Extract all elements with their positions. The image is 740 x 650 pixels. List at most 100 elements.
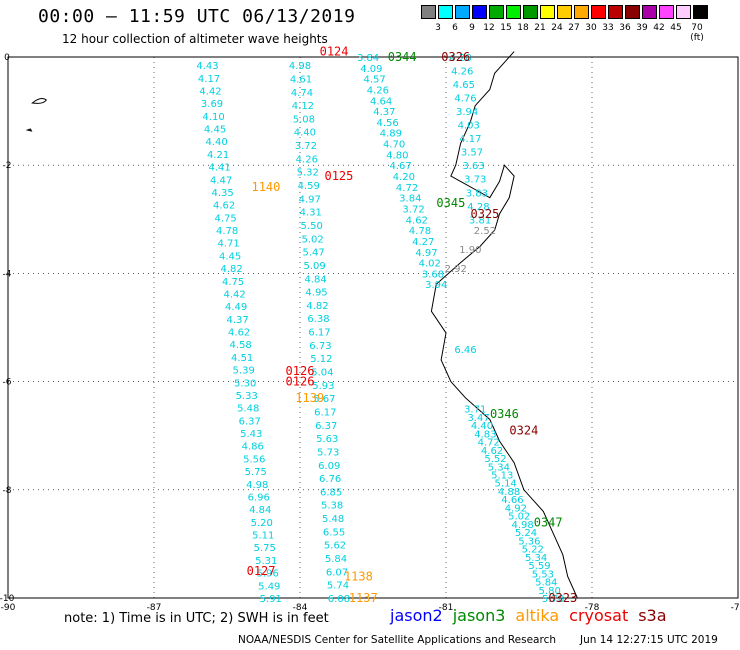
wave-height-value: 6.96	[248, 492, 270, 503]
wave-height-value: 3.47	[467, 413, 489, 424]
wave-height-value: 5.30	[234, 378, 256, 389]
wave-height-value: 2.52	[474, 226, 496, 237]
color-scale-label: 30	[585, 23, 597, 33]
wave-height-value: 3.71	[464, 405, 486, 416]
wave-height-value: 4.17	[198, 74, 220, 85]
wave-height-value: 4.31	[300, 208, 322, 219]
wave-height-value: 6.38	[307, 314, 329, 325]
wave-height-value: 5.02	[508, 512, 530, 523]
color-swatch	[421, 5, 436, 19]
wave-height-value: 2.92	[445, 264, 467, 275]
footnote: note: 1) Time is in UTC; 2) SWH is in fe…	[64, 611, 329, 626]
color-scale-label: 24	[551, 23, 563, 33]
wave-height-value: 4.45	[204, 125, 226, 136]
wave-height-value: 6.73	[309, 341, 331, 352]
wave-height-value: 4.35	[211, 188, 233, 199]
wave-height-value: 5.50	[301, 221, 323, 232]
wave-height-value: 6.46	[454, 345, 476, 356]
track-time-label: 1140	[251, 180, 280, 194]
wave-height-value: 6.07	[326, 567, 348, 578]
color-scale-label: 3	[435, 23, 441, 33]
color-swatch	[574, 5, 589, 19]
wave-height-value: 4.20	[393, 172, 415, 183]
wave-height-value: 4.26	[296, 154, 318, 165]
wave-height-value: 5.43	[240, 429, 262, 440]
wave-height-value: 4.47	[210, 175, 232, 186]
wave-height-value: 4.62	[481, 446, 503, 457]
wave-height-value: 4.17	[459, 134, 481, 145]
wave-height-value: 3.68	[422, 269, 444, 280]
color-swatch	[642, 5, 657, 19]
color-scale-label: 42	[653, 23, 665, 33]
wave-height-value: 4.26	[451, 67, 473, 78]
wave-height-value: 5.36	[518, 536, 540, 547]
wave-height-value: 4.40	[471, 421, 493, 432]
map-subtitle: 12 hour collection of altimeter wave hei…	[62, 32, 328, 46]
map-frame	[7, 56, 739, 599]
wave-height-value: 5.24	[515, 528, 537, 539]
wave-height-value: 4.75	[222, 277, 244, 288]
wave-height-value: 4.51	[231, 353, 253, 364]
wave-height-value: 5.14	[495, 479, 517, 490]
wave-height-value: 4.67	[389, 161, 411, 172]
wave-height-value: 3.94	[456, 107, 478, 118]
color-swatch	[557, 5, 572, 19]
color-scale-label: 39	[636, 23, 648, 33]
track-time-label: 0124	[320, 45, 349, 59]
wave-height-value: 5.02	[302, 234, 324, 245]
wave-height-value: 4.84	[304, 274, 326, 285]
legend-altika: altika	[515, 606, 560, 625]
legend-cryosat: cryosat	[569, 606, 629, 625]
wave-height-value: 4.86	[242, 442, 264, 453]
wave-height-value: 6.08	[328, 594, 350, 605]
wave-height-value: 3.72	[295, 141, 317, 152]
wave-height-value: 4.97	[415, 248, 437, 259]
wave-height-value: 4.62	[213, 201, 235, 212]
color-swatch	[438, 5, 453, 19]
color-swatch	[625, 5, 640, 19]
wave-height-value: 5.84	[325, 554, 347, 565]
axis-ticks: -90 -87 -84 -81 -78 -75 0 -2 -4 -6 -8 -10	[0, 53, 740, 613]
color-swatch	[659, 5, 674, 19]
wave-height-value: 4.37	[373, 107, 395, 118]
wave-height-value: 6.55	[323, 527, 345, 538]
color-scale-label: 70 (ft)	[690, 23, 704, 43]
wave-height-value: 4.82	[306, 301, 328, 312]
wave-height-value: 4.71	[217, 239, 239, 250]
color-swatch	[455, 5, 470, 19]
wave-height-value: 4.10	[202, 112, 224, 123]
color-swatch	[676, 5, 691, 19]
wave-height-value: 3.57	[461, 148, 483, 159]
wave-height-values: 4.434.174.423.694.104.454.404.214.414.47…	[196, 53, 564, 605]
wave-height-value: 4.78	[409, 226, 431, 237]
wave-height-value: 3.73	[464, 175, 486, 186]
wave-height-value: 5.20	[251, 518, 273, 529]
wave-height-value: 4.57	[363, 75, 385, 86]
wave-height-value: 4.98	[511, 520, 533, 531]
wave-height-value: 4.98	[246, 480, 268, 491]
track-time-label: 0326	[441, 50, 470, 64]
wave-height-value: 5.08	[293, 114, 315, 125]
wave-height-value: 5.49	[258, 581, 280, 592]
color-scale-label: 21	[534, 23, 546, 33]
legend-jason3: jason3	[452, 606, 506, 625]
map-grid	[7, 56, 739, 599]
wave-height-value: 4.62	[406, 215, 428, 226]
wave-height-value: 4.66	[501, 495, 523, 506]
wave-height-value: 5.04	[311, 368, 333, 379]
wave-height-value: 6.85	[320, 487, 342, 498]
color-scale-label: 6	[452, 23, 458, 33]
wave-height-value: 4.80	[386, 150, 408, 161]
wave-height-value: 4.98	[289, 61, 311, 72]
track-time-label: 0347	[534, 515, 563, 529]
color-swatch	[591, 5, 606, 19]
x-tick-label: -84	[293, 603, 308, 613]
wave-height-value: 4.92	[505, 503, 527, 514]
track-time-label: 0125	[324, 169, 353, 183]
wave-height-value: 4.97	[299, 194, 321, 205]
wave-height-value: 4.62	[228, 328, 250, 339]
wave-height-value: 3.69	[201, 99, 223, 110]
color-scale-label: 27	[568, 23, 580, 33]
color-scale-label: 18	[517, 23, 529, 33]
